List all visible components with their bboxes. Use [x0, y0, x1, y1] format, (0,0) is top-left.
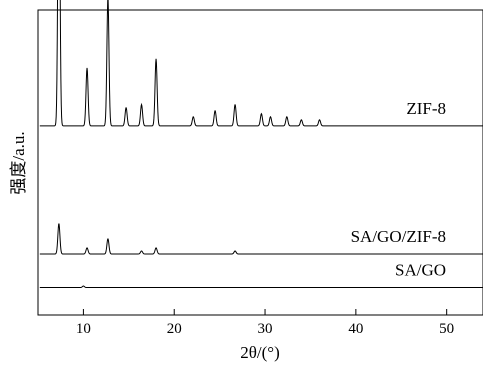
series-label-zif-8: ZIF-8 — [406, 99, 446, 118]
series-label-sa-go: SA/GO — [395, 261, 446, 280]
series-label-sa-go-zif-8: SA/GO/ZIF-8 — [351, 227, 446, 246]
x-tick-label: 30 — [258, 321, 273, 337]
series-labels: ZIF-8 SA/GO/ZIF-8 SA/GO — [351, 99, 446, 280]
y-axis-label: 强度/a.u. — [9, 131, 28, 194]
x-axis-label: 2θ/(°) — [240, 343, 280, 362]
x-tick-label: 40 — [348, 321, 363, 337]
x-tick-label: 20 — [167, 321, 182, 337]
series-line-sa-go-zif-8 — [39, 223, 483, 255]
series-line-sa-go — [39, 285, 483, 289]
x-tick-label: 10 — [76, 321, 91, 337]
x-axis-ticks: 10 20 30 40 50 — [76, 309, 454, 337]
plot-frame — [37, 9, 483, 316]
series-line-zif-8 — [39, 0, 483, 127]
series-layer — [39, 0, 483, 289]
x-tick-label: 50 — [439, 321, 454, 337]
